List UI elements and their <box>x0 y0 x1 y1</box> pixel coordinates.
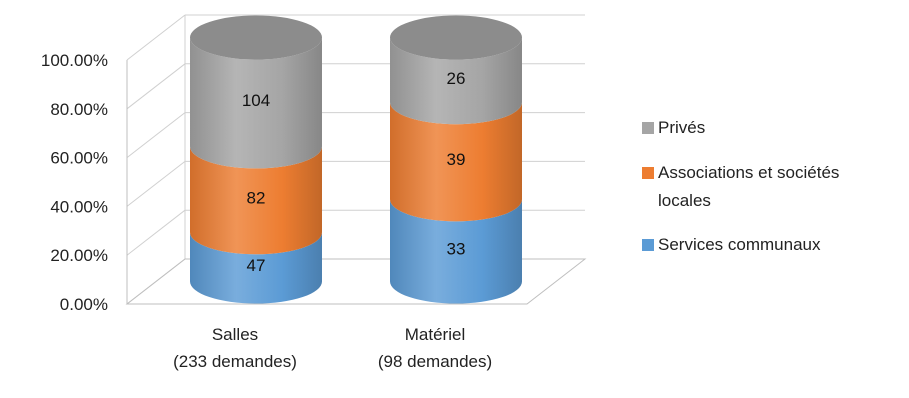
gridline-side <box>126 63 186 110</box>
bar-top <box>190 15 322 60</box>
y-tick-label: 0.00% <box>60 295 108 314</box>
y-tick-label: 100.00% <box>41 51 108 70</box>
bar-segment <box>390 102 522 222</box>
y-tick-label: 60.00% <box>50 149 108 168</box>
gridline-side <box>126 209 186 256</box>
gridline-side <box>126 14 186 61</box>
bar-segment <box>390 37 522 125</box>
x-tick-label: Salles <box>212 325 258 344</box>
data-label: 104 <box>242 91 270 110</box>
bar-top <box>390 15 522 60</box>
legend-label: locales <box>658 191 711 210</box>
data-label: 26 <box>447 69 466 88</box>
data-label: 47 <box>247 256 266 275</box>
bar-segment <box>190 146 322 255</box>
bar-segment <box>190 232 322 304</box>
gridline-side <box>126 161 186 207</box>
data-label: 33 <box>447 239 466 258</box>
data-label: 82 <box>247 188 266 207</box>
legend-label: Privés <box>658 118 705 137</box>
floor <box>125 258 587 305</box>
legend-swatch <box>642 239 654 251</box>
data-label: 39 <box>447 150 466 169</box>
legend-label: Services communaux <box>658 235 821 254</box>
legend-label: Associations et sociétés <box>658 163 839 182</box>
legend-swatch <box>642 167 654 179</box>
x-tick-label: (98 demandes) <box>378 352 492 371</box>
bar-segment <box>190 37 322 169</box>
y-tick-label: 40.00% <box>50 197 108 216</box>
x-tick-label: Matériel <box>405 325 465 344</box>
y-tick-label: 20.00% <box>50 246 108 265</box>
y-tick-label: 80.00% <box>50 100 108 119</box>
bar-segment <box>390 199 522 304</box>
legend-swatch <box>642 122 654 134</box>
gridline-side <box>126 112 186 158</box>
x-tick-label: (233 demandes) <box>173 352 297 371</box>
